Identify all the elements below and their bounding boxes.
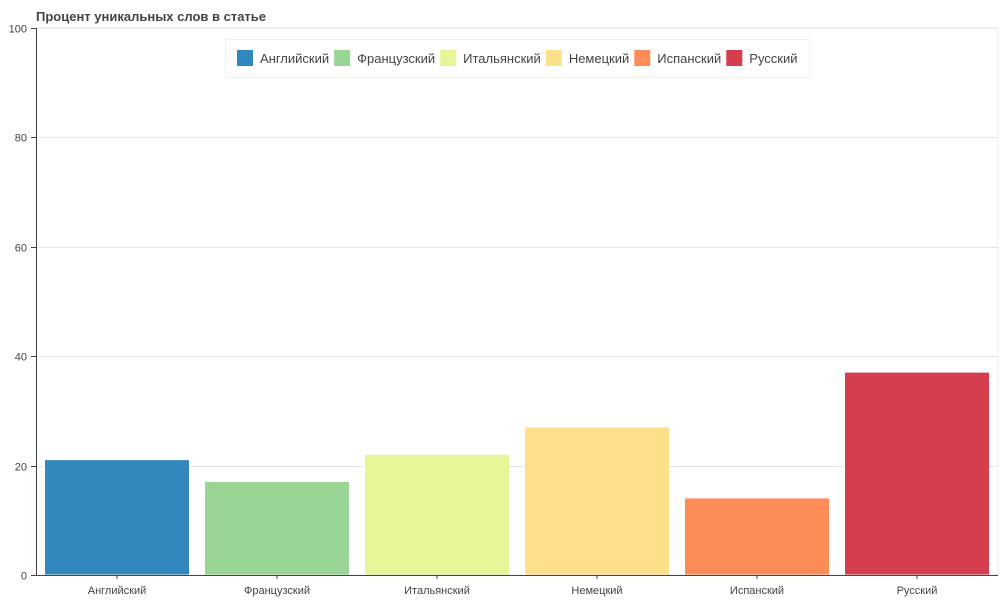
legend-label: Французский	[357, 51, 435, 66]
axes	[31, 27, 999, 579]
legend-swatch	[440, 50, 457, 66]
bar-5[interactable]	[685, 498, 829, 575]
bar-4[interactable]	[525, 427, 669, 575]
y-tick-label: 40	[15, 352, 27, 364]
bar-1[interactable]	[45, 460, 189, 575]
bar-6[interactable]	[845, 372, 989, 575]
legend-swatch	[634, 50, 651, 66]
legend-label: Русский	[749, 51, 797, 66]
legend-swatch	[545, 50, 562, 66]
y-tick-label: 20	[15, 462, 27, 474]
legend-label: Немецкий	[569, 51, 629, 66]
legend: Английский Французский Итальянский Немецкий…	[225, 39, 811, 78]
bar-2[interactable]	[205, 482, 349, 575]
bars	[45, 372, 989, 575]
chart-title: Процент уникальных слов в статье	[36, 9, 266, 24]
legend-item-6[interactable]: Русский	[726, 50, 798, 66]
y-tick-label: 80	[15, 133, 27, 145]
legend-label: Английский	[260, 51, 329, 66]
y-tick-label: 100	[9, 24, 27, 36]
legend-label: Итальянский	[463, 51, 541, 66]
legend-label: Испанский	[657, 51, 721, 66]
x-tick-label: Немецкий	[571, 585, 622, 597]
legend-swatch	[726, 50, 743, 66]
legend-swatch	[237, 50, 253, 66]
x-tick-label: Русский	[897, 585, 938, 597]
x-tick-label: Итальянский	[404, 585, 470, 597]
legend-item-4[interactable]: Немецкий	[545, 50, 629, 66]
legend-swatch	[334, 50, 351, 66]
legend-box	[225, 39, 811, 78]
legend-item-5[interactable]: Испанский	[634, 50, 721, 66]
tick-labels: 0 20 40 60 80 100 Английский Французский Итальян…	[9, 24, 938, 598]
y-tick-label: 60	[15, 243, 27, 255]
legend-item-2[interactable]: Французский	[334, 50, 435, 66]
x-tick-label: Английский	[88, 585, 147, 597]
x-tick-label: Французский	[244, 585, 310, 597]
y-tick-label: 0	[21, 571, 27, 583]
legend-item-3[interactable]: Итальянский	[440, 50, 541, 66]
x-tick-label: Испанский	[730, 585, 784, 597]
bar-3[interactable]	[365, 454, 509, 575]
legend-item-1[interactable]: Английский	[237, 50, 329, 66]
